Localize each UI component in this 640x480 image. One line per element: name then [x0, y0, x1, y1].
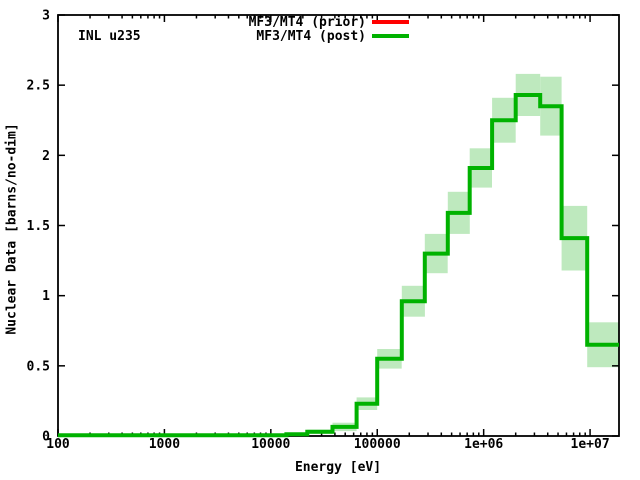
x-tick-label: 1e+06 — [464, 437, 503, 452]
legend-entry-post: MF3/MT4 (post) — [249, 28, 409, 44]
x-tick-label: 100000 — [354, 437, 401, 452]
legend-swatch-post — [372, 34, 409, 38]
x-axis-title: Energy [eV] — [294, 460, 382, 475]
x-tick-label: 1000 — [149, 437, 180, 452]
legend-swatch-prior — [372, 20, 409, 24]
y-tick-label: 1.5 — [27, 219, 50, 234]
x-tick-label: 10000 — [251, 437, 290, 452]
y-tick-label: 0.5 — [27, 359, 50, 374]
legend-entry-prior: MF3/MT4 (prior) — [248, 14, 409, 30]
y-tick-label: 3 — [42, 9, 50, 24]
legend: MF3/MT4 (prior) MF3/MT4 (post) — [248, 14, 409, 44]
legend-label-post: MF3/MT4 (post) — [256, 28, 366, 44]
x-tick-label: 100 — [46, 437, 70, 452]
y-tick-label: 0 — [42, 430, 50, 445]
y-tick-label: 1 — [42, 289, 50, 304]
legend-label-prior: MF3/MT4 (prior) — [248, 14, 366, 30]
post-step-curve — [58, 93, 619, 438]
y-tick-label: 2 — [42, 149, 50, 164]
plot-annotation: INL u235 — [78, 29, 141, 44]
y-axis-title: Nuclear Data [barns/no-dim] — [4, 123, 20, 335]
y-tick-label: 2.5 — [27, 79, 50, 94]
x-tick-label: 1e+07 — [571, 437, 610, 452]
